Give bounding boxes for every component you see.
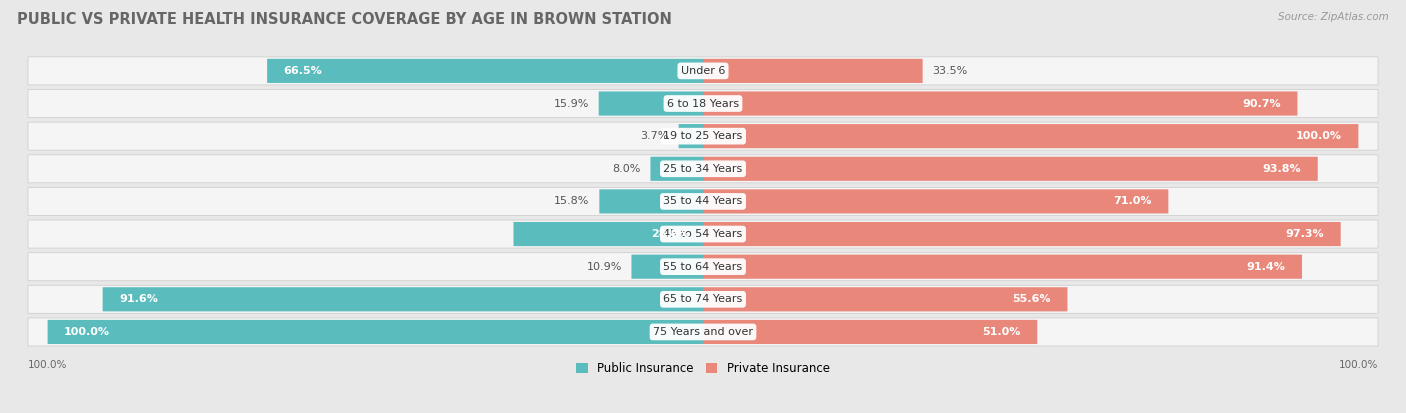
FancyBboxPatch shape (267, 59, 703, 83)
FancyBboxPatch shape (599, 189, 703, 214)
Text: 45 to 54 Years: 45 to 54 Years (664, 229, 742, 239)
Text: Source: ZipAtlas.com: Source: ZipAtlas.com (1278, 12, 1389, 22)
Text: 100.0%: 100.0% (1296, 131, 1341, 141)
Text: 75 Years and over: 75 Years and over (652, 327, 754, 337)
FancyBboxPatch shape (28, 253, 1378, 281)
FancyBboxPatch shape (28, 188, 1378, 216)
Text: 51.0%: 51.0% (983, 327, 1021, 337)
FancyBboxPatch shape (631, 254, 703, 279)
Text: PUBLIC VS PRIVATE HEALTH INSURANCE COVERAGE BY AGE IN BROWN STATION: PUBLIC VS PRIVATE HEALTH INSURANCE COVER… (17, 12, 672, 27)
FancyBboxPatch shape (28, 122, 1378, 150)
FancyBboxPatch shape (651, 157, 703, 181)
FancyBboxPatch shape (703, 157, 1317, 181)
Text: 100.0%: 100.0% (65, 327, 110, 337)
FancyBboxPatch shape (703, 59, 922, 83)
FancyBboxPatch shape (28, 90, 1378, 118)
FancyBboxPatch shape (703, 189, 1168, 214)
Text: 25 to 34 Years: 25 to 34 Years (664, 164, 742, 174)
Text: Under 6: Under 6 (681, 66, 725, 76)
Text: 15.8%: 15.8% (554, 197, 589, 206)
Text: 55.6%: 55.6% (1012, 294, 1050, 304)
Text: 97.3%: 97.3% (1285, 229, 1324, 239)
FancyBboxPatch shape (513, 222, 703, 246)
Text: 3.7%: 3.7% (641, 131, 669, 141)
Text: 35 to 44 Years: 35 to 44 Years (664, 197, 742, 206)
Text: 91.6%: 91.6% (120, 294, 157, 304)
FancyBboxPatch shape (703, 254, 1302, 279)
FancyBboxPatch shape (48, 320, 703, 344)
FancyBboxPatch shape (679, 124, 703, 148)
FancyBboxPatch shape (28, 57, 1378, 85)
FancyBboxPatch shape (103, 287, 703, 311)
FancyBboxPatch shape (703, 91, 1298, 116)
Text: 19 to 25 Years: 19 to 25 Years (664, 131, 742, 141)
Text: 28.9%: 28.9% (651, 229, 690, 239)
Text: 93.8%: 93.8% (1263, 164, 1301, 174)
Text: 6 to 18 Years: 6 to 18 Years (666, 99, 740, 109)
Text: 100.0%: 100.0% (1339, 360, 1378, 370)
Text: 15.9%: 15.9% (554, 99, 589, 109)
FancyBboxPatch shape (28, 155, 1378, 183)
Text: 71.0%: 71.0% (1114, 197, 1152, 206)
Text: 66.5%: 66.5% (284, 66, 322, 76)
FancyBboxPatch shape (28, 285, 1378, 313)
FancyBboxPatch shape (703, 320, 1038, 344)
FancyBboxPatch shape (703, 222, 1341, 246)
FancyBboxPatch shape (28, 318, 1378, 346)
Text: 55 to 64 Years: 55 to 64 Years (664, 262, 742, 272)
FancyBboxPatch shape (599, 91, 703, 116)
FancyBboxPatch shape (703, 287, 1067, 311)
Text: 65 to 74 Years: 65 to 74 Years (664, 294, 742, 304)
Legend: Public Insurance, Private Insurance: Public Insurance, Private Insurance (576, 362, 830, 375)
Text: 33.5%: 33.5% (932, 66, 967, 76)
Text: 100.0%: 100.0% (28, 360, 67, 370)
Text: 91.4%: 91.4% (1247, 262, 1285, 272)
Text: 8.0%: 8.0% (613, 164, 641, 174)
Text: 90.7%: 90.7% (1243, 99, 1281, 109)
FancyBboxPatch shape (28, 220, 1378, 248)
FancyBboxPatch shape (703, 124, 1358, 148)
Text: 10.9%: 10.9% (586, 262, 621, 272)
